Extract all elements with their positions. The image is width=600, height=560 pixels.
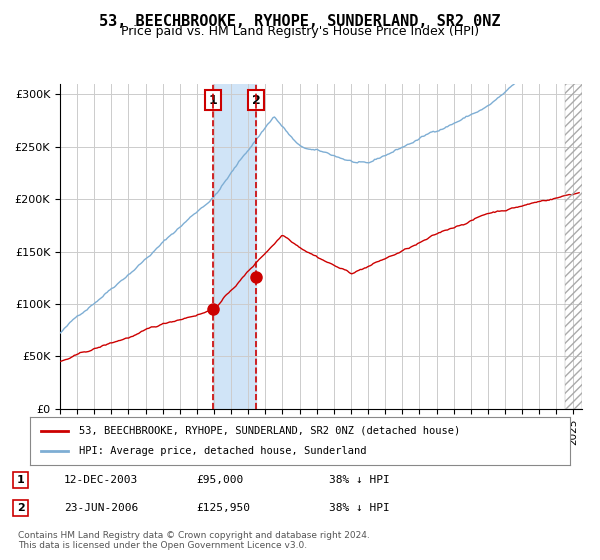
Text: 1: 1 bbox=[17, 475, 25, 485]
Text: 2: 2 bbox=[252, 94, 260, 107]
Text: 2: 2 bbox=[17, 503, 25, 513]
Text: 1: 1 bbox=[209, 94, 218, 107]
Text: 53, BEECHBROOKE, RYHOPE, SUNDERLAND, SR2 0NZ: 53, BEECHBROOKE, RYHOPE, SUNDERLAND, SR2… bbox=[99, 14, 501, 29]
Text: 38% ↓ HPI: 38% ↓ HPI bbox=[329, 475, 389, 485]
Text: 53, BEECHBROOKE, RYHOPE, SUNDERLAND, SR2 0NZ (detached house): 53, BEECHBROOKE, RYHOPE, SUNDERLAND, SR2… bbox=[79, 426, 460, 436]
Text: 12-DEC-2003: 12-DEC-2003 bbox=[64, 475, 138, 485]
Text: 23-JUN-2006: 23-JUN-2006 bbox=[64, 503, 138, 513]
Text: Contains HM Land Registry data © Crown copyright and database right 2024.
This d: Contains HM Land Registry data © Crown c… bbox=[18, 531, 370, 550]
Text: £125,950: £125,950 bbox=[196, 503, 250, 513]
Text: 38% ↓ HPI: 38% ↓ HPI bbox=[329, 503, 389, 513]
Text: £95,000: £95,000 bbox=[196, 475, 244, 485]
Text: HPI: Average price, detached house, Sunderland: HPI: Average price, detached house, Sund… bbox=[79, 446, 366, 456]
Text: Price paid vs. HM Land Registry's House Price Index (HPI): Price paid vs. HM Land Registry's House … bbox=[121, 25, 479, 38]
Bar bbox=[213, 84, 256, 409]
